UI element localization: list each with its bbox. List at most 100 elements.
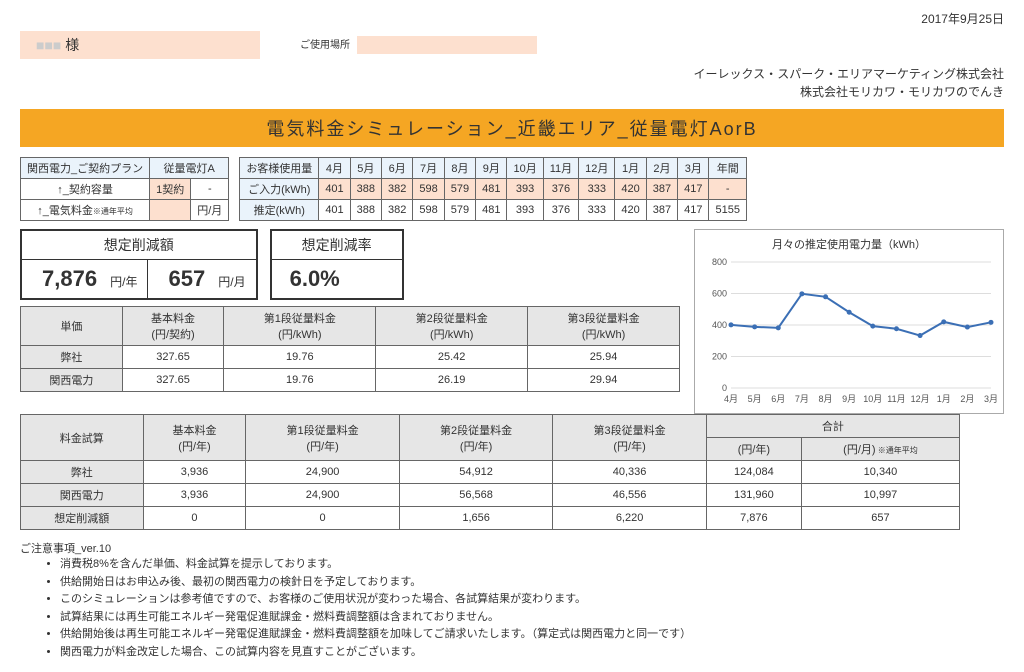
savings-month-val: 657	[158, 266, 215, 291]
usage-input-cell: 333	[579, 179, 615, 200]
customer-name-suffix: 様	[65, 37, 79, 53]
usage-month: 5月	[350, 158, 381, 179]
price-cell: 29.94	[528, 369, 680, 392]
page-title: 電気料金シミュレーション_近畿エリア_従量電灯AorB	[20, 109, 1004, 147]
svg-text:800: 800	[712, 257, 727, 267]
calc-cell: 0	[246, 507, 399, 530]
company-line-1: イーレックス・スパーク・エリアマーケティング株式会社	[20, 65, 1004, 83]
calc-cell: 1,656	[399, 507, 552, 530]
usage-est-cell: 598	[413, 200, 444, 221]
usage-input-cell: 382	[382, 179, 413, 200]
calc-cell: 657	[801, 507, 959, 530]
chart-title: 月々の推定使用電力量（kWh）	[703, 236, 995, 252]
usage-table: お客様使用量 4月5月6月7月8月9月10月11月12月1月2月3月年間 ご入力…	[239, 157, 747, 221]
savings-rate-box: 想定削減率 6.0%	[270, 229, 404, 300]
usage-est-cell: 579	[444, 200, 475, 221]
usage-input-cell: 579	[444, 179, 475, 200]
company-line-2: 株式会社モリカワ・モリカワのでんき	[20, 83, 1004, 101]
usage-month: 10月	[507, 158, 543, 179]
calc-cell: 54,912	[399, 461, 552, 484]
calc-row-label: 想定削減額	[21, 507, 144, 530]
svg-text:9月: 9月	[842, 394, 856, 404]
calc-cell: 0	[143, 507, 246, 530]
price-cell: 26.19	[376, 369, 528, 392]
location-box	[357, 36, 537, 54]
usage-month: 年間	[709, 158, 746, 179]
svg-text:3月: 3月	[984, 394, 997, 404]
svg-text:8月: 8月	[819, 394, 833, 404]
calc-cell: 24,900	[246, 461, 399, 484]
plan-row0-label: ↑_契約容量	[21, 179, 150, 200]
usage-input-cell: -	[709, 179, 746, 200]
calc-table: 料金試算基本料金(円/年)第1段従量料金(円/年)第2段従量料金(円/年)第3段…	[20, 414, 960, 530]
usage-month: 6月	[382, 158, 413, 179]
company-block: イーレックス・スパーク・エリアマーケティング株式会社 株式会社モリカワ・モリカワ…	[20, 65, 1004, 101]
price-cell: 327.65	[122, 369, 224, 392]
notes-list: 消費税8%を含んだ単価、料金試算を提示しております。供給開始日はお申込み後、最初…	[20, 556, 1004, 662]
price-cell: 19.76	[224, 346, 376, 369]
usage-est-cell: 417	[678, 200, 709, 221]
savings-rate-val: 6.0%	[280, 266, 350, 292]
usage-est-cell: 382	[382, 200, 413, 221]
calc-header: 合計	[706, 415, 959, 438]
usage-month: 11月	[543, 158, 578, 179]
price-cell: 25.42	[376, 346, 528, 369]
svg-text:11月: 11月	[887, 394, 905, 404]
price-header: 第1段従量料金(円/kWh)	[224, 307, 376, 346]
plan-row1-note: ※通年平均	[93, 207, 133, 216]
calc-header: 第1段従量料金(円/年)	[246, 415, 399, 461]
plan-header: 関西電力_ご契約プラン	[21, 158, 150, 179]
svg-text:10月: 10月	[863, 394, 882, 404]
price-table: 単価基本料金(円/契約)第1段従量料金(円/kWh)第2段従量料金(円/kWh)…	[20, 306, 680, 392]
header-row: ■■■ 様 ご使用場所	[20, 31, 1004, 59]
calc-cell: 6,220	[553, 507, 706, 530]
calc-cell: 10,340	[801, 461, 959, 484]
usage-est-cell: 376	[543, 200, 578, 221]
note-item: 供給開始後は再生可能エネルギー発電促進賦課金・燃料費調整額を加味してご請求いたし…	[60, 626, 1004, 644]
usage-month: 8月	[444, 158, 475, 179]
usage-input-cell: 401	[319, 179, 350, 200]
note-item: 消費税8%を含んだ単価、料金試算を提示しております。	[60, 556, 1004, 574]
note-item: 試算結果には再生可能エネルギー発電促進賦課金・燃料費調整額は含まれておりません。	[60, 609, 1004, 627]
calc-subheader: (円/年)	[706, 438, 801, 461]
usage-month: 7月	[413, 158, 444, 179]
usage-input-cell: 387	[646, 179, 677, 200]
notes-section: ご注意事項_ver.10 消費税8%を含んだ単価、料金試算を提示しております。供…	[20, 540, 1004, 662]
svg-text:600: 600	[712, 289, 727, 299]
calc-subheader: (円/月) ※通年平均	[801, 438, 959, 461]
svg-text:5月: 5月	[748, 394, 762, 404]
savings-rate-label: 想定削減率	[272, 231, 402, 260]
calc-cell: 46,556	[553, 484, 706, 507]
calc-header: 料金試算	[21, 415, 144, 461]
usage-month: 4月	[319, 158, 350, 179]
calc-cell: 3,936	[143, 461, 246, 484]
svg-text:200: 200	[712, 352, 727, 362]
calc-row-label: 弊社	[21, 461, 144, 484]
usage-month: 1月	[615, 158, 646, 179]
location-label: ご使用場所	[300, 40, 350, 51]
usage-est-cell: 388	[350, 200, 381, 221]
usage-months-row: お客様使用量 4月5月6月7月8月9月10月11月12月1月2月3月年間	[240, 158, 747, 179]
svg-text:4月: 4月	[724, 394, 738, 404]
price-header: 基本料金(円/契約)	[122, 307, 224, 346]
usage-est-cell: 401	[319, 200, 350, 221]
usage-input-cell: 481	[476, 179, 507, 200]
calc-cell: 10,997	[801, 484, 959, 507]
customer-name-box: ■■■ 様	[20, 31, 260, 59]
calc-cell: 7,876	[706, 507, 801, 530]
savings-year-unit: 円/年	[110, 275, 137, 289]
price-header: 第2段従量料金(円/kWh)	[376, 307, 528, 346]
savings-amount-label: 想定削減額	[22, 231, 256, 260]
calc-cell: 24,900	[246, 484, 399, 507]
usage-est-row: 推定(kWh) 40138838259857948139337633342038…	[240, 200, 747, 221]
price-cell: 25.94	[528, 346, 680, 369]
plan-row0-v1: 1契約	[150, 179, 191, 200]
usage-est-cell: 420	[615, 200, 646, 221]
usage-input-label: ご入力(kWh)	[240, 179, 319, 200]
customer-name-redacted: ■■■	[36, 37, 61, 53]
price-row-label: 弊社	[21, 346, 123, 369]
usage-est-cell: 393	[507, 200, 543, 221]
usage-chart: 月々の推定使用電力量（kWh） 02004006008004月5月6月7月8月9…	[694, 229, 1004, 414]
usage-input-row: ご入力(kWh) 4013883825985794813933763334203…	[240, 179, 747, 200]
note-item: 供給開始日はお申込み後、最初の関西電力の検針日を予定しております。	[60, 574, 1004, 592]
